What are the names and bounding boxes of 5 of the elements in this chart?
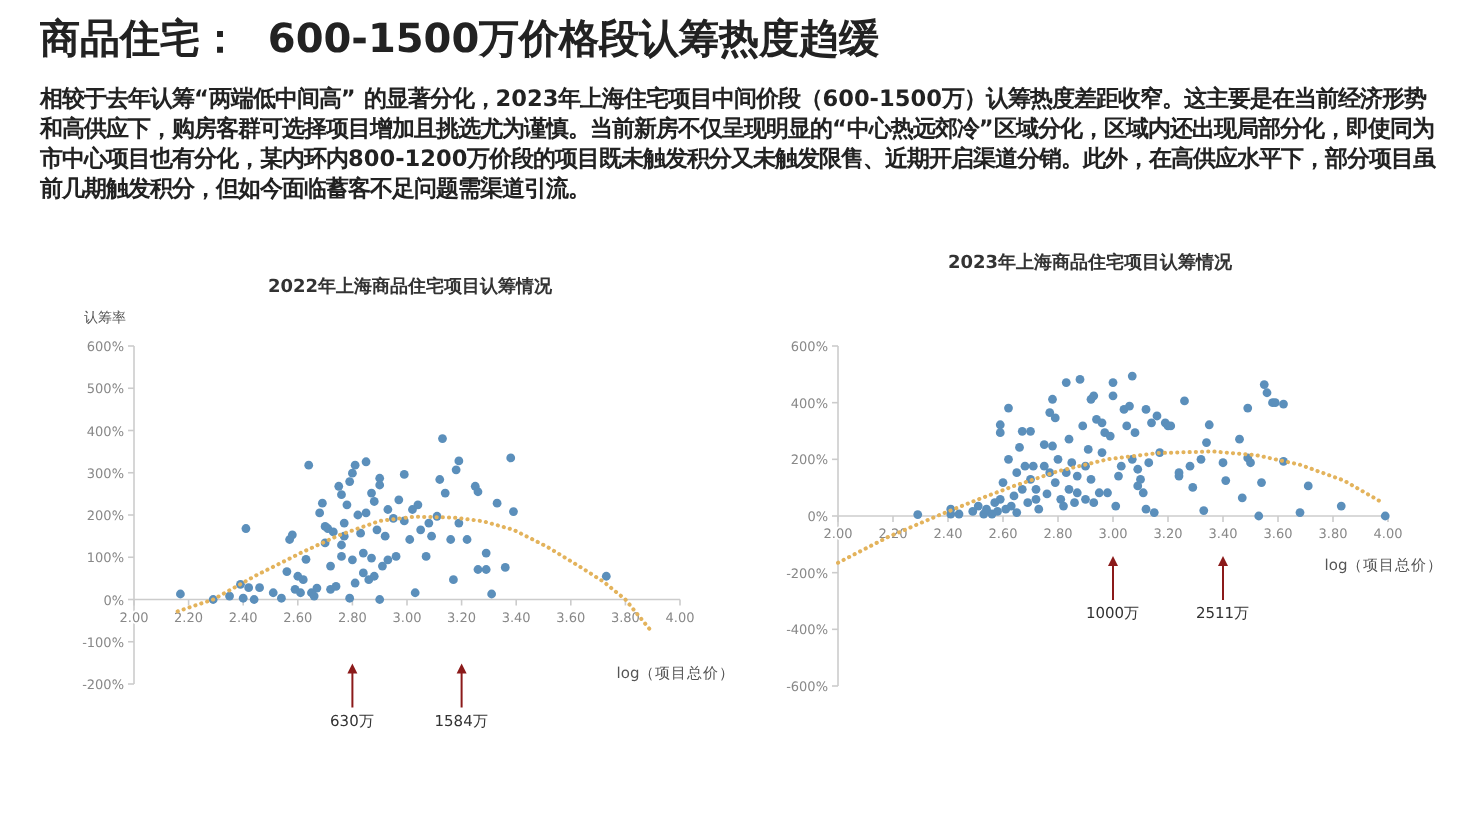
chart-title: 2022年上海商品住宅项目认筹情况	[267, 276, 555, 298]
line-series	[175, 514, 652, 632]
text: 商品住宅： 600-1500万价格段认筹热度趋缓	[40, 12, 880, 66]
chart-title: 2023年上海商品住宅项目认筹情况	[947, 252, 1235, 274]
text: 相较于去年认筹“两端低中间高” 的显著分化，2023年上海住宅项目中间价段（600-1500万）认筹热度差距收窄。这主要是在当前经济形势和高供应下，购房客群可选择项目增加且挑选尤为谨慎。当前新房不仅呈现明显的“中心热远郊冷”区域分化，区域内还出现局部分化，即使同为市中心项目也有分化，某内环内800-1200万价段的项目既未触发积分又未触发限售、近期开启渠道分销。此外，在高供应水平下，部分项目虽前几期触发积分，但如今面临蓄客不足问题需渠道引流。	[40, 84, 1438, 204]
